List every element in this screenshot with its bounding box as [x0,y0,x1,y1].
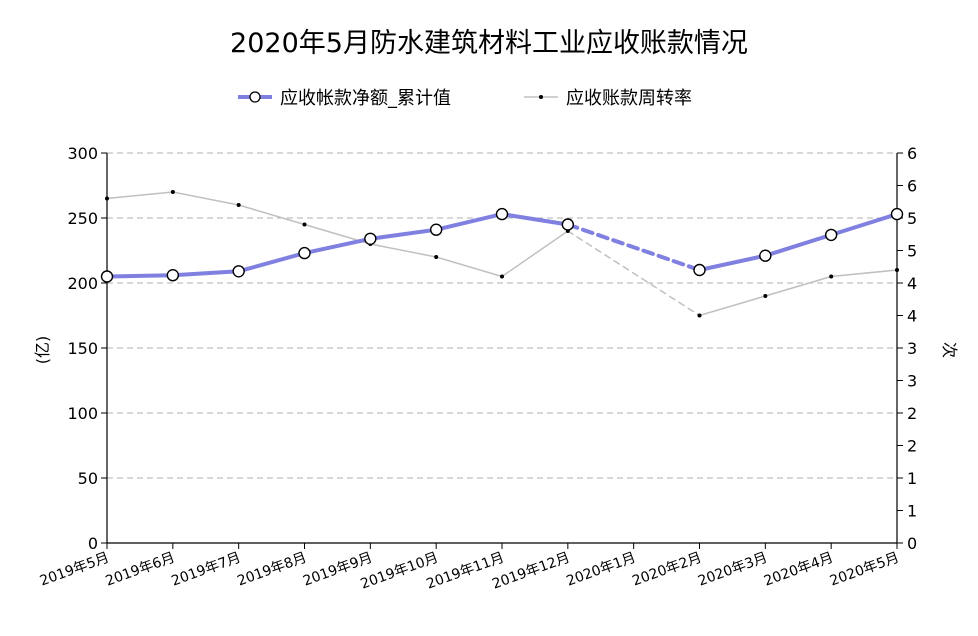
legend: 应收帐款净额_累计值 应收账款周转率 [238,88,692,109]
series-gap-segment [565,222,702,272]
data-point-receivables [693,263,706,277]
data-point-turnover [434,255,439,259]
left-axis-title: (亿) [33,336,52,365]
series-layer [100,190,904,318]
left-tick-label: 100 [67,404,98,423]
left-tick-label: 200 [67,274,98,293]
series-segment [368,227,439,241]
series-segment [236,251,307,274]
data-point-turnover [105,196,109,201]
right-tick-label: 3 [907,339,917,358]
right-tick-label: 1 [907,469,917,488]
data-point-turnover [895,268,899,272]
series-segment [501,230,569,278]
data-point-receivables [824,228,838,242]
data-point-receivables [100,270,114,283]
left-tick-label: 150 [67,339,98,358]
legend-label-turnover: 应收账款周转率 [566,88,692,109]
data-point-receivables [364,232,377,246]
data-point-receivables [759,249,772,262]
data-point-turnover [500,274,504,279]
series-segment [434,212,504,232]
data-point-receivables [166,269,180,282]
series-segment [435,256,503,278]
left-tick-label: 0 [88,534,98,553]
series-segment [237,204,306,226]
x-tick-label: 2020年5月 [828,550,902,590]
data-point-turnover [763,294,768,298]
x-tick-label: 2020年4月 [762,550,836,590]
x-tick-label: 2019年6月 [104,550,178,590]
right-tick-label: 0 [907,534,917,553]
left-tick-label: 250 [67,209,98,228]
right-tick-label: 6 [907,144,917,163]
legend-label-receivables: 应收帐款净额_累计值 [280,88,451,109]
data-point-turnover [170,190,175,194]
data-point-turnover [302,222,307,227]
legend-item-receivables[interactable]: 应收帐款净额_累计值 [238,88,451,109]
data-point-turnover [236,203,241,207]
series-segment [764,275,832,297]
right-tick-label: 6 [907,177,917,196]
data-point-receivables [890,207,904,221]
series-segment [830,269,898,278]
series-segment [829,212,899,237]
axis-labels: 05010015020025030001122334455662019年5月20… [33,144,959,593]
series-segment [106,191,174,200]
right-axis-title: 次 [940,342,959,358]
axes [101,152,903,549]
series-segment [105,273,175,279]
series-segment [500,212,570,227]
data-point-receivables [429,223,443,236]
right-tick-label: 1 [907,502,917,521]
series-gap-segment [567,230,701,317]
x-tick-label: 2020年1月 [564,550,638,590]
right-tick-label: 2 [907,404,917,423]
data-point-turnover [697,313,702,318]
data-point-receivables [561,218,575,231]
data-point-receivables [298,246,311,260]
left-tick-label: 50 [78,469,98,488]
data-point-turnover [829,274,834,279]
legend-item-turnover[interactable]: 应收账款周转率 [524,88,692,109]
data-point-receivables [495,207,509,221]
right-tick-label: 2 [907,437,917,456]
series-segment [698,295,767,317]
series-segment [697,253,768,272]
series-segment [369,243,437,258]
x-tick-label: 2019年7月 [169,550,243,590]
series-segment [302,236,373,256]
left-tick-label: 300 [67,144,98,163]
x-tick-label: 2019年8月 [235,550,309,590]
series-segment [172,191,240,206]
data-point-receivables [232,265,245,278]
x-tick-label: 2019年5月 [38,550,112,590]
right-tick-label: 4 [907,307,917,326]
right-tick-label: 5 [907,209,917,228]
chart-title: 2020年5月防水建筑材料工业应收账款情况 [230,28,748,59]
x-tick-label: 2020年3月 [696,550,770,590]
series-segment [170,269,241,278]
right-tick-label: 4 [907,274,917,293]
x-tick-label: 2020年2月 [630,550,704,590]
right-tick-label: 5 [907,242,917,261]
series-segment [763,232,834,258]
right-tick-label: 3 [907,372,917,391]
